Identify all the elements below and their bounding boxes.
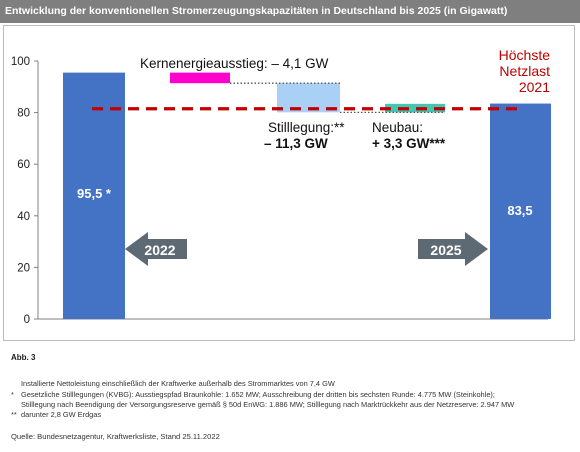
figure-label: Abb. 3 bbox=[11, 353, 36, 362]
annotation-new-build-2: + 3,3 GW*** bbox=[372, 136, 446, 151]
peak-label-1: Höchste bbox=[499, 47, 551, 63]
footnote-2: * Gesetzliche Stilllegungen (KVBG): Ausst… bbox=[11, 390, 495, 400]
y-tick-label: 0 bbox=[24, 314, 30, 326]
footnote-4-mark: ** bbox=[11, 410, 17, 419]
peak-label-3: 2021 bbox=[519, 79, 550, 95]
data-label-2025: 83,5 bbox=[507, 203, 532, 218]
chart-frame bbox=[3, 25, 575, 341]
footnote-4-text: darunter 2,8 GW Erdgas bbox=[21, 410, 102, 419]
footnote-3: Stilllegung nach Beendigung der Versorgu… bbox=[11, 400, 514, 410]
footnote-2-text: Gesetzliche Stilllegungen (KVBG): Aussti… bbox=[21, 390, 495, 399]
data-label-2022: 95,5 * bbox=[77, 186, 112, 201]
footnote-1-text: Installierte Nettoleistung einschließlic… bbox=[21, 379, 335, 388]
arrow-label-2022: 2022 bbox=[144, 242, 175, 258]
arrow-label-2025: 2025 bbox=[430, 242, 461, 258]
chart: 0 20 40 60 80 100 95,5 * 83,5 Kernenergieausstie… bbox=[11, 47, 551, 326]
footnote-3-text: Stilllegung nach Beendigung der Versorgu… bbox=[21, 400, 515, 409]
peak-label-2: Netzlast bbox=[499, 63, 550, 79]
step-new-build bbox=[385, 103, 445, 113]
y-tick-label: 80 bbox=[17, 108, 30, 120]
annotation-closures-2: – 11,3 GW bbox=[264, 136, 328, 151]
annotation-nuclear: Kernenergieausstieg: – 4,1 GW bbox=[140, 56, 329, 71]
footnote-4: ** darunter 2,8 GW Erdgas bbox=[11, 410, 101, 420]
footnote-1: Installierte Nettoleistung einschließlic… bbox=[11, 379, 335, 389]
y-tick-label: 40 bbox=[17, 211, 30, 223]
y-tick-label: 60 bbox=[17, 159, 30, 171]
bar-2025 bbox=[490, 103, 551, 319]
bar-2022 bbox=[63, 72, 125, 319]
annotation-new-build-1: Neubau: bbox=[372, 120, 423, 135]
step-nuclear bbox=[170, 72, 230, 84]
source-note: Quelle: Bundesnetzagentur, Kraftwerkslis… bbox=[11, 432, 220, 441]
y-tick-label: 100 bbox=[11, 56, 30, 68]
arrow-2025 bbox=[418, 232, 488, 266]
figure-title: Entwicklung der konventionellen Stromerz… bbox=[0, 0, 580, 23]
footnote-2-mark: * bbox=[11, 390, 14, 399]
arrow-2022 bbox=[125, 232, 187, 266]
annotation-closures-1: Stilllegung:** bbox=[268, 120, 345, 135]
y-tick-label: 20 bbox=[17, 262, 30, 274]
